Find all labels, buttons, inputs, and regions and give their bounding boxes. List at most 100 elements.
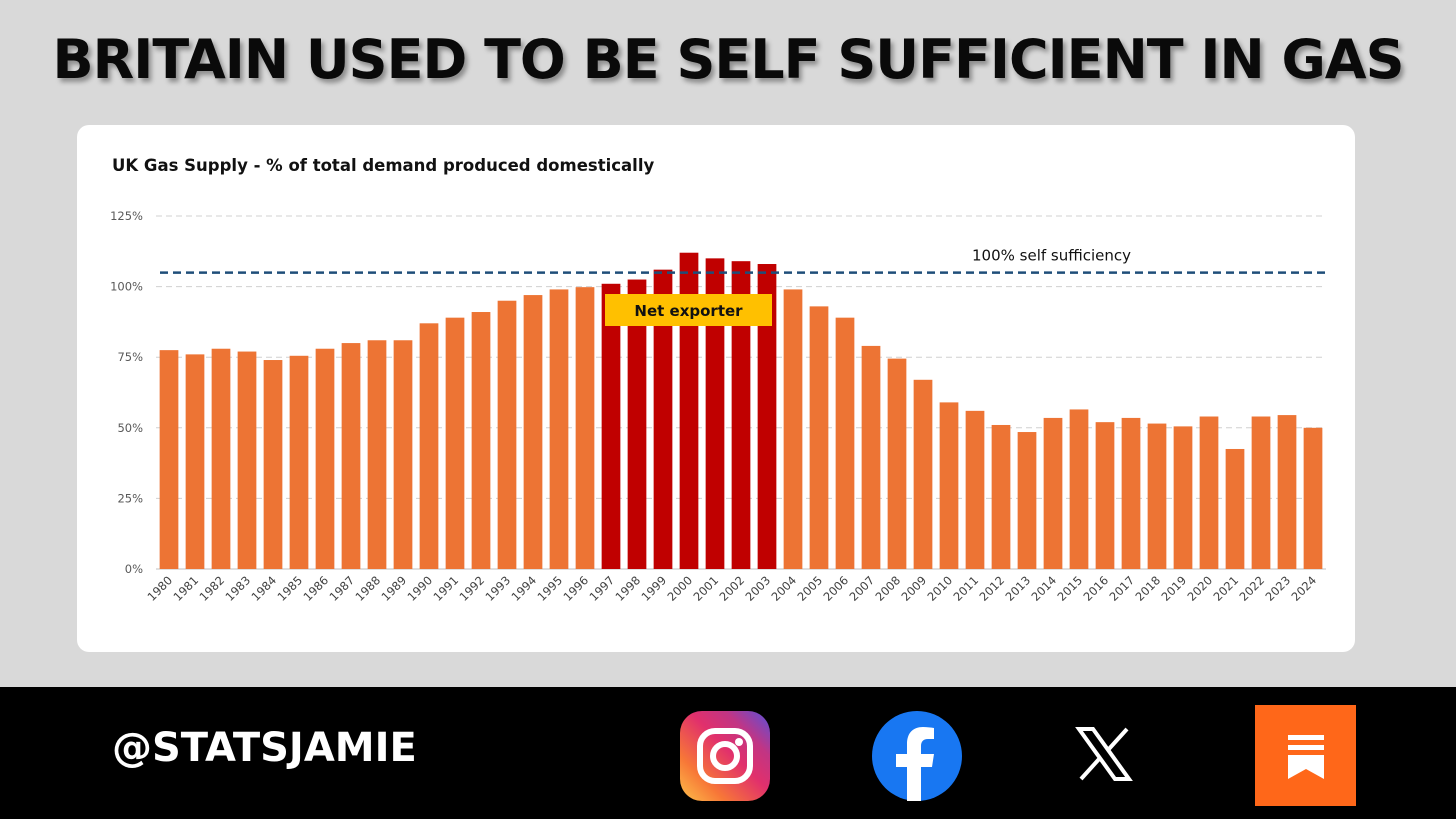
- bar-2013: [1017, 432, 1037, 569]
- bar-1998: [627, 279, 647, 569]
- social-handle[interactable]: @STATSJAMIE: [112, 725, 417, 771]
- bar-2012: [991, 424, 1011, 569]
- x-tick-label: 2014: [1029, 573, 1060, 604]
- headline: BRITAIN USED TO BE SELF SUFFICIENT IN GA…: [52, 28, 1404, 91]
- bar-2014: [1043, 417, 1063, 569]
- bar-1988: [367, 340, 387, 569]
- x-tick-label: 2019: [1159, 573, 1190, 604]
- bar-2024: [1303, 427, 1323, 569]
- bar-2000: [679, 252, 699, 569]
- bar-1982: [211, 348, 231, 569]
- x-tick-label: 2016: [1081, 573, 1112, 604]
- footer: @STATSJAMIE: [0, 687, 1456, 819]
- x-tick-label: 2007: [847, 573, 878, 604]
- x-tick-label: 1997: [587, 573, 618, 604]
- bar-2004: [783, 289, 803, 569]
- bar-2017: [1121, 417, 1141, 569]
- x-icon[interactable]: [1075, 725, 1133, 783]
- bar-1986: [315, 348, 335, 569]
- bar-1995: [549, 289, 569, 569]
- bar-1984: [263, 360, 283, 569]
- bar-2016: [1095, 422, 1115, 569]
- bar-2021: [1225, 448, 1245, 569]
- x-tick-label: 2005: [795, 573, 826, 604]
- bar-1996: [575, 287, 595, 569]
- chart-card: UK Gas Supply - % of total demand produc…: [77, 125, 1355, 652]
- x-tick-label: 2020: [1185, 573, 1216, 604]
- reference-line-label: 100% self sufficiency: [972, 247, 1131, 265]
- bar-2006: [835, 317, 855, 569]
- x-tick-label: 2023: [1263, 573, 1294, 604]
- x-tick-label: 1996: [561, 573, 592, 604]
- bar-2011: [965, 410, 985, 569]
- x-tick-label: 1985: [275, 573, 306, 604]
- chart-title: UK Gas Supply - % of total demand produc…: [112, 156, 654, 175]
- x-tick-label: 1987: [327, 573, 358, 604]
- x-tick-label: 1981: [171, 573, 202, 604]
- x-tick-label: 1980: [145, 573, 176, 604]
- x-tick-label: 1990: [405, 573, 436, 604]
- bar-2010: [939, 402, 959, 569]
- y-tick-label: 100%: [110, 280, 143, 294]
- bar-1993: [497, 300, 517, 569]
- bar-1994: [523, 295, 543, 569]
- bar-1991: [445, 317, 465, 569]
- x-tick-label: 2024: [1289, 573, 1320, 604]
- x-tick-label: 2000: [665, 573, 696, 604]
- bar-2002: [731, 261, 751, 569]
- y-tick-label: 75%: [117, 350, 143, 364]
- x-tick-label: 1988: [353, 573, 384, 604]
- bar-2022: [1251, 416, 1271, 569]
- x-tick-label: 1995: [535, 573, 566, 604]
- x-tick-label: 2008: [873, 573, 904, 604]
- x-tick-label: 2015: [1055, 573, 1086, 604]
- x-tick-label: 2022: [1237, 573, 1268, 604]
- x-tick-label: 2017: [1107, 573, 1138, 604]
- bar-2019: [1173, 426, 1193, 569]
- y-tick-label: 125%: [110, 209, 143, 223]
- bar-2007: [861, 345, 881, 569]
- x-tick-label: 2003: [743, 573, 774, 604]
- x-tick-label: 2001: [691, 573, 722, 604]
- bar-2001: [705, 258, 725, 569]
- bar-2015: [1069, 409, 1089, 569]
- bar-2008: [887, 358, 907, 569]
- bar-1981: [185, 354, 205, 569]
- bar-1987: [341, 343, 361, 569]
- y-tick-label: 50%: [117, 421, 143, 435]
- bar-2009: [913, 379, 933, 569]
- bar-1989: [393, 340, 413, 569]
- x-tick-label: 2012: [977, 573, 1008, 604]
- x-tick-label: 1991: [431, 573, 462, 604]
- y-tick-label: 25%: [117, 491, 143, 505]
- bar-2023: [1277, 415, 1297, 569]
- net-exporter-label: Net exporter: [634, 302, 743, 320]
- bar-2003: [757, 264, 777, 569]
- bar-1983: [237, 351, 257, 569]
- x-tick-label: 2009: [899, 573, 930, 604]
- x-tick-label: 2010: [925, 573, 956, 604]
- bar-2005: [809, 306, 829, 569]
- bar-chart: UK Gas Supply - % of total demand produc…: [110, 156, 1326, 604]
- bar-1999: [653, 269, 673, 569]
- y-tick-label: 0%: [125, 562, 143, 576]
- net-exporter-box: [605, 294, 772, 326]
- x-tick-label: 2013: [1003, 573, 1034, 604]
- x-tick-label: 1989: [379, 573, 410, 604]
- bar-1985: [289, 355, 309, 569]
- x-tick-label: 2006: [821, 573, 852, 604]
- facebook-icon[interactable]: [872, 711, 962, 801]
- bar-1980: [159, 350, 179, 569]
- x-tick-label: 1992: [457, 573, 488, 604]
- bar-2018: [1147, 423, 1167, 569]
- bar-1990: [419, 323, 439, 569]
- x-tick-label: 2021: [1211, 573, 1242, 604]
- x-tick-label: 1994: [509, 573, 540, 604]
- x-tick-label: 1986: [301, 573, 332, 604]
- instagram-icon[interactable]: [680, 711, 770, 801]
- substack-icon[interactable]: [1255, 705, 1356, 806]
- x-tick-label: 1984: [249, 573, 280, 604]
- x-tick-label: 1983: [223, 573, 254, 604]
- x-tick-label: 2018: [1133, 573, 1164, 604]
- x-tick-label: 1998: [613, 573, 644, 604]
